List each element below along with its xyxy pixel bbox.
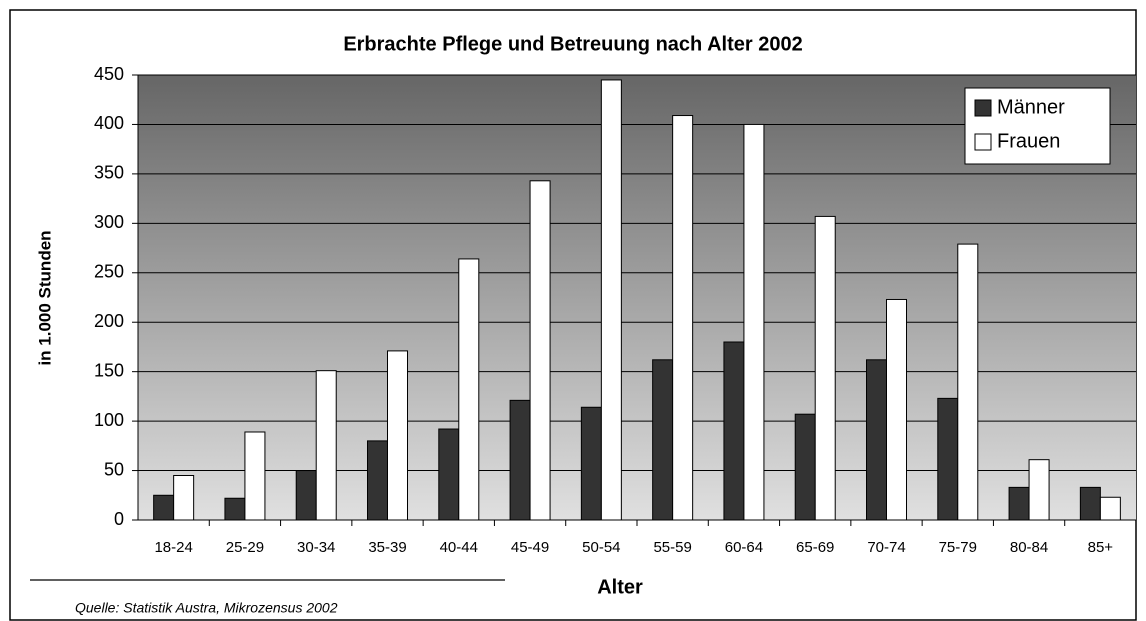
bar (723, 341, 745, 521)
x-tick-label: 70-74 (867, 539, 905, 556)
x-tick-label: 18-24 (154, 539, 192, 556)
y-tick-label: 250 (94, 262, 124, 282)
x-tick-label: 80-84 (1010, 539, 1048, 556)
bar (794, 413, 816, 521)
bar (672, 115, 694, 521)
y-axis-label: in 1.000 Stunden (35, 230, 54, 365)
bar (224, 497, 246, 521)
bar (814, 215, 836, 521)
x-tick-label: 50-54 (582, 539, 620, 556)
x-tick-label: 85+ (1088, 539, 1114, 556)
x-tick-label: 45-49 (511, 539, 549, 556)
bar (937, 397, 959, 521)
bar (367, 440, 388, 521)
y-tick-label: 150 (94, 360, 124, 380)
x-tick-label: 75-79 (939, 539, 977, 556)
x-tick-label: 65-69 (796, 539, 834, 556)
bar (886, 298, 907, 521)
bar (458, 258, 480, 521)
bar (957, 243, 979, 521)
bar (743, 123, 765, 521)
y-tick-label: 50 (104, 459, 124, 479)
legend-swatch (974, 133, 992, 151)
legend-label: Männer (997, 96, 1065, 118)
y-tick-label: 400 (94, 113, 124, 133)
x-tick-label: 55-59 (653, 539, 691, 556)
legend-label: Frauen (997, 130, 1060, 152)
x-tick-label: 60-64 (725, 539, 763, 556)
y-tick-label: 100 (94, 410, 124, 430)
bar (295, 470, 317, 521)
bar (580, 406, 602, 521)
chart-title: Erbrachte Pflege und Betreuung nach Alte… (343, 33, 802, 55)
legend-swatch (974, 99, 992, 117)
y-tick-label: 200 (94, 311, 124, 331)
x-tick-label: 35-39 (368, 539, 406, 556)
x-tick-label: 25-29 (226, 539, 264, 556)
bar (244, 431, 266, 521)
x-axis-label: Alter (597, 576, 643, 598)
bar (1008, 486, 1030, 521)
bar (1079, 486, 1101, 521)
bar (387, 350, 408, 521)
bar (315, 370, 337, 521)
source: Quelle: Statistik Austra, Mikrozensus 20… (75, 600, 338, 616)
bar (153, 494, 175, 521)
bar (600, 79, 622, 521)
bar (1028, 459, 1050, 521)
bar (509, 399, 531, 521)
bar (866, 359, 887, 521)
bar (438, 428, 460, 521)
x-tick-label: 40-44 (440, 539, 478, 556)
x-tick-label: 30-34 (297, 539, 335, 556)
y-tick-label: 450 (94, 64, 124, 84)
bar (652, 359, 674, 521)
bar (173, 475, 195, 521)
y-tick-label: 0 (114, 509, 124, 529)
y-tick-label: 350 (94, 163, 124, 183)
bar (529, 180, 551, 521)
y-tick-label: 300 (94, 212, 124, 232)
bar (1099, 496, 1121, 521)
